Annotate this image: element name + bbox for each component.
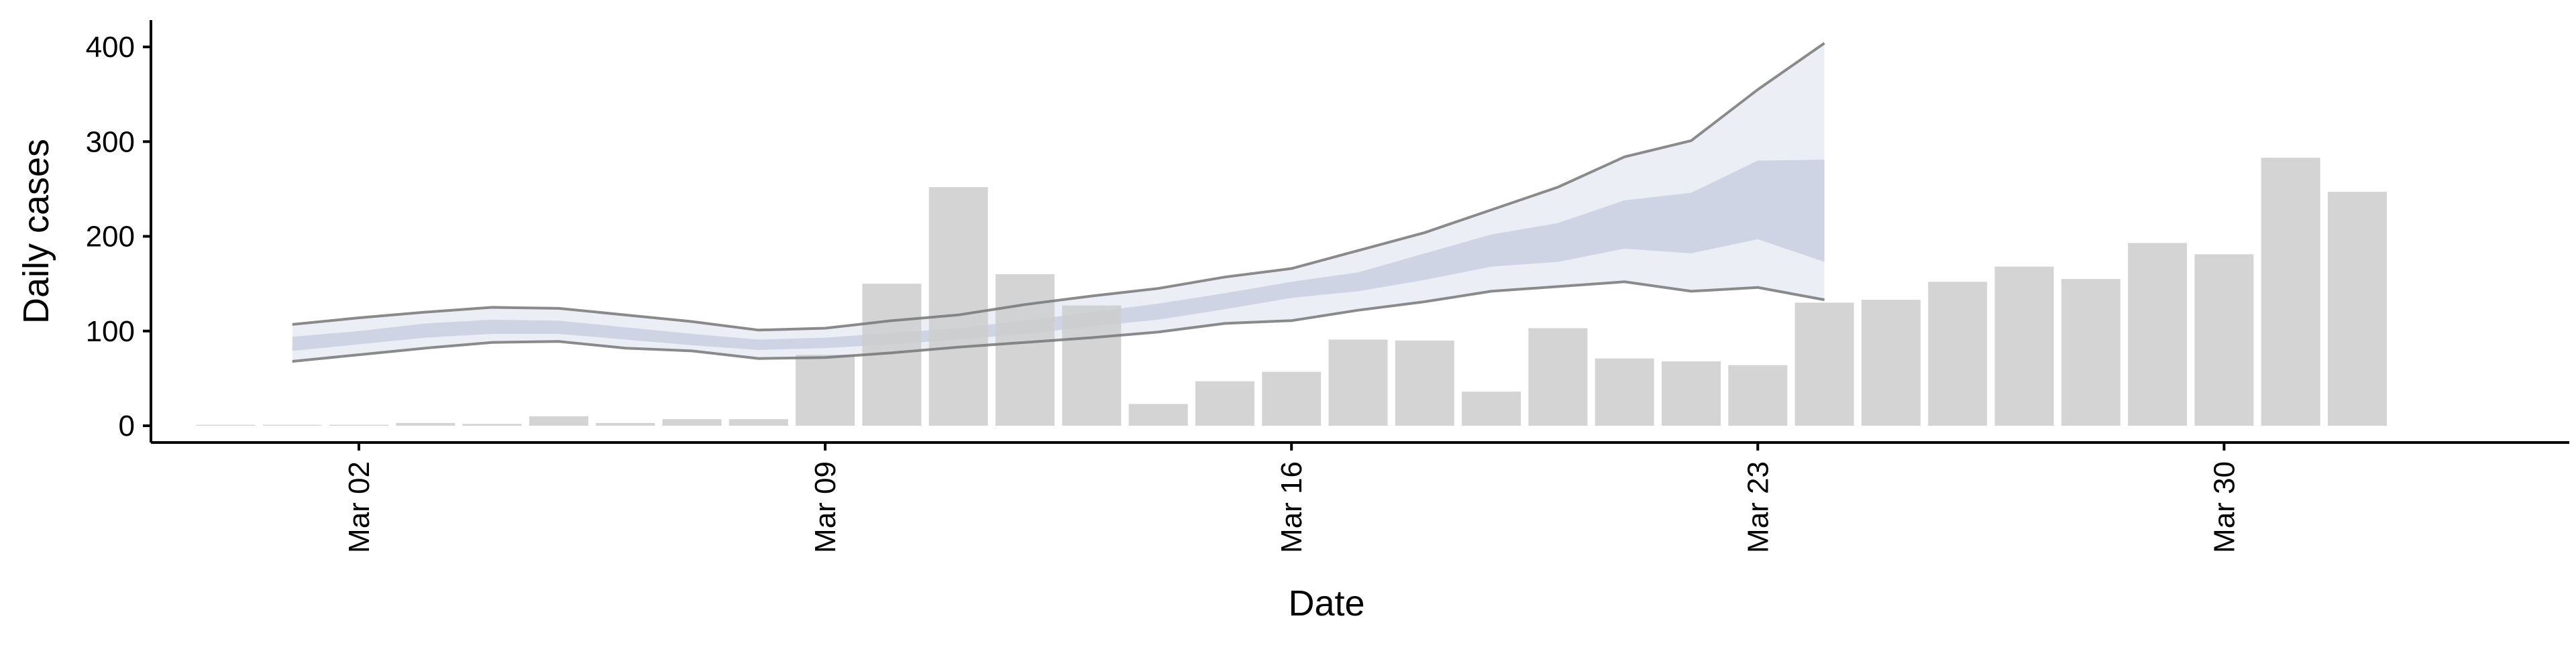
bar [729,419,788,426]
y-tick-label: 200 [86,221,135,253]
y-tick-label: 300 [86,125,135,158]
bar [262,424,322,426]
bar [1528,328,1588,426]
bar [1328,339,1388,426]
bar [1662,361,1721,426]
bar [1728,365,1788,426]
y-tick-label: 0 [119,410,135,443]
bar [1861,300,1921,426]
y-tick-label: 400 [86,31,135,64]
bar [1262,371,1322,426]
bar [2194,254,2254,426]
bar [1062,305,1122,426]
ticks: 0 100 200 300 400 Mar 02 Mar 09 Mar 16 Mar 23 Mar… [86,31,2241,553]
bar [2128,243,2188,426]
bar [329,424,388,426]
bar [1994,266,2054,426]
bar [1928,282,1988,426]
axes [150,20,2569,444]
y-tick-label: 100 [86,315,135,348]
estimate-inner-band [292,160,1825,351]
estimate-bands [292,43,1825,362]
bar [596,422,655,426]
bar [2261,158,2320,426]
bar [1195,381,1254,426]
x-tick-label: Mar 02 [343,461,376,553]
bar [662,419,722,426]
bar [996,274,1055,426]
bar [1128,404,1188,426]
estimate-upper-line [292,42,1825,332]
estimate-lower-line [292,280,1825,363]
bar [2328,192,2387,426]
bar-series [196,158,2387,426]
estimate-lines [292,42,1825,363]
bar [196,424,256,426]
x-tick-label: Mar 23 [1741,461,1774,553]
bar [1462,392,1521,426]
x-axis-title: Date [1288,583,1364,624]
y-axis-title: Daily cases [16,139,56,324]
bar [1595,358,1654,426]
x-tick-label: Mar 30 [2208,461,2241,553]
bar [462,424,522,426]
bar [529,416,588,426]
bar [1395,340,1454,426]
bar [796,355,855,426]
bar [2061,279,2121,426]
estimate-outer-band [292,43,1825,362]
bar [396,422,455,426]
bar [928,187,988,426]
bar [1794,302,1854,426]
x-tick-label: Mar 09 [809,461,842,553]
x-tick-label: Mar 16 [1275,461,1308,553]
